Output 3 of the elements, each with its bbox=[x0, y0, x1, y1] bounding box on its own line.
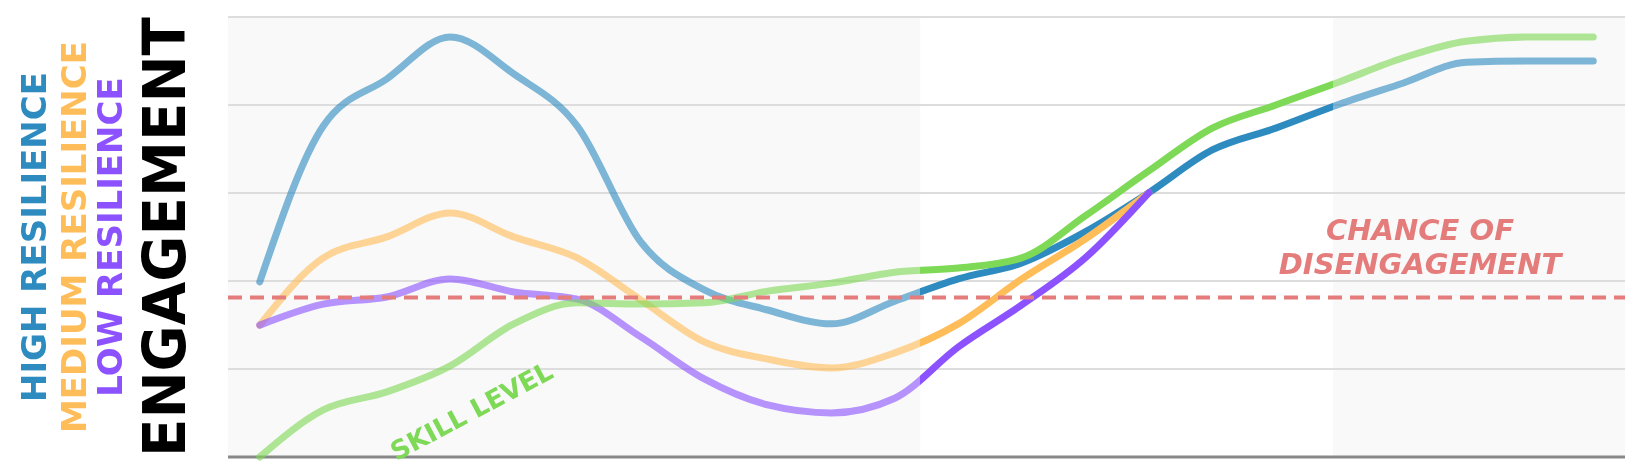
ref-line-label: CHANCE OF DISENGAGEMENT bbox=[1278, 213, 1564, 282]
text: HIGH RESILIENCE bbox=[13, 71, 54, 403]
y-axis-title: ENGAGEMENT bbox=[131, 3, 199, 457]
